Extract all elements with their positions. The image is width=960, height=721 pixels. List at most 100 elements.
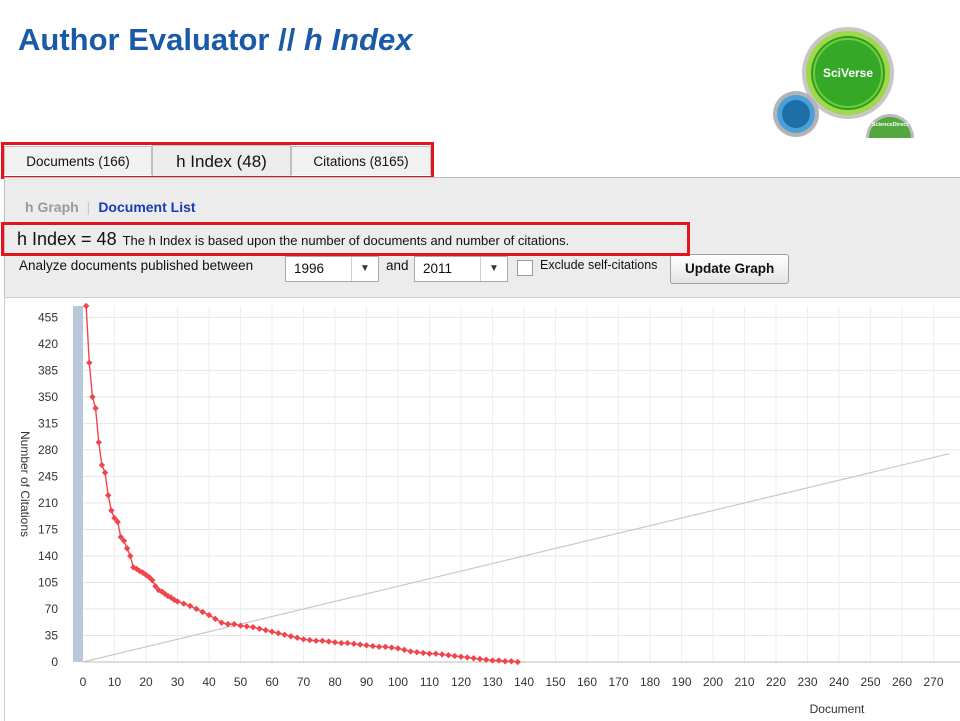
y-tick-label: 0 <box>51 655 58 669</box>
citation-point <box>438 651 446 658</box>
end-year-select[interactable]: 2011 ▼ <box>414 256 508 282</box>
citation-point <box>158 588 165 595</box>
citation-point <box>501 658 509 665</box>
citation-point <box>123 545 131 552</box>
citation-point <box>382 643 389 651</box>
h-index-panel: h Graph | Document List h Index = 48 The h … <box>4 177 960 298</box>
exclude-self-citations-label: Exclude self-citations <box>540 258 658 272</box>
citation-point <box>218 619 225 626</box>
citation-point <box>275 630 282 637</box>
y-tick-label: 140 <box>38 549 58 563</box>
x-tick-label: 40 <box>202 675 216 689</box>
citation-point <box>287 633 295 640</box>
chevron-down-icon[interactable]: ▼ <box>480 257 507 281</box>
logo-brand: SciVerse <box>823 66 873 80</box>
citation-point <box>180 600 187 607</box>
citation-point <box>243 623 250 630</box>
citation-point <box>451 652 458 660</box>
subnav-h-graph[interactable]: h Graph <box>25 199 79 215</box>
citation-point <box>92 405 99 412</box>
x-tick-label: 50 <box>234 675 248 689</box>
y-tick-label: 315 <box>38 416 58 430</box>
y-tick-label: 35 <box>45 628 59 642</box>
citation-point <box>98 461 106 469</box>
exclude-self-citations-checkbox[interactable] <box>517 260 533 276</box>
chevron-down-icon[interactable]: ▼ <box>351 257 378 281</box>
range-prefix-label: Analyze documents published between <box>19 258 254 273</box>
y-tick-label: 350 <box>38 390 58 404</box>
citation-point <box>300 636 307 643</box>
y-tick-label: 420 <box>38 337 58 351</box>
x-tick-label: 210 <box>734 675 754 689</box>
citation-point <box>432 650 439 657</box>
tab-strip: Documents (166) h Index (48) Citations (… <box>0 140 960 178</box>
y-tick-label: 70 <box>45 602 59 616</box>
x-tick-label: 90 <box>360 675 374 689</box>
citation-point <box>231 620 238 628</box>
tab-citations[interactable]: Citations (8165) <box>291 146 431 175</box>
x-tick-label: 180 <box>640 675 660 689</box>
citation-point <box>281 631 288 638</box>
citation-point <box>508 658 515 665</box>
subnav-document-list[interactable]: Document List <box>98 199 196 215</box>
x-tick-label: 80 <box>328 675 342 689</box>
y-tick-label: 105 <box>38 575 58 589</box>
page-title: Author Evaluator // h Index <box>18 22 412 58</box>
citation-point <box>331 639 339 646</box>
citation-point <box>476 655 484 663</box>
reference-line <box>82 453 950 663</box>
citation-point <box>495 657 502 664</box>
h-index-value: h Index = 48 <box>17 229 117 249</box>
end-year-value: 2011 <box>423 261 453 276</box>
y-tick-label: 175 <box>38 522 58 536</box>
h-index-summary: h Index = 48 The h Index is based upon th… <box>17 229 569 250</box>
citation-point <box>426 650 433 657</box>
citation-point <box>199 608 206 616</box>
citation-point <box>375 643 383 651</box>
start-year-select[interactable]: 1996 ▼ <box>285 256 379 282</box>
citation-point <box>86 359 93 367</box>
citation-point <box>363 642 370 649</box>
citation-point <box>101 469 109 476</box>
x-tick-label: 70 <box>297 675 311 689</box>
citation-point <box>193 605 200 613</box>
x-tick-label: 30 <box>171 675 185 689</box>
x-axis-title: Document <box>810 702 865 716</box>
citation-point <box>108 507 115 514</box>
x-tick-label: 130 <box>482 675 502 689</box>
citation-point <box>413 648 421 656</box>
y-tick-label: 245 <box>38 469 58 483</box>
citation-point <box>186 602 194 610</box>
citation-point <box>464 654 471 661</box>
citation-point <box>237 622 244 629</box>
range-and-label: and <box>386 258 409 273</box>
h-index-chart: 0 35 70 105 140 175 210 245 280 315 350 385 420 455 0 1… <box>4 297 960 721</box>
citation-point <box>357 641 364 648</box>
y-tick-label: 455 <box>38 310 58 324</box>
citation-point <box>489 657 496 664</box>
x-tick-label: 20 <box>139 675 153 689</box>
logo-sub: ScienceDirect <box>872 122 909 128</box>
x-tick-label: 140 <box>514 675 534 689</box>
citation-point <box>388 644 395 651</box>
x-tick-label: 160 <box>577 675 597 689</box>
citation-point <box>142 571 150 579</box>
start-year-value: 1996 <box>294 261 325 276</box>
citation-point <box>344 639 351 647</box>
citation-point <box>483 656 490 663</box>
x-tick-label: 190 <box>671 675 691 689</box>
update-graph-button[interactable]: Update Graph <box>670 254 790 284</box>
x-tick-label: 0 <box>80 675 87 689</box>
tab-documents[interactable]: Documents (166) <box>4 146 152 175</box>
citation-point <box>319 637 326 644</box>
citation-point <box>325 638 332 645</box>
citation-point <box>312 637 320 644</box>
citation-point <box>394 645 402 652</box>
y-tick-label: 385 <box>38 363 58 377</box>
citation-point <box>249 623 257 631</box>
tab-h-index[interactable]: h Index (48) <box>152 145 291 176</box>
x-tick-label: 120 <box>451 675 471 689</box>
x-tick-label: 100 <box>388 675 408 689</box>
x-tick-label: 220 <box>766 675 786 689</box>
citation-point <box>127 552 134 560</box>
